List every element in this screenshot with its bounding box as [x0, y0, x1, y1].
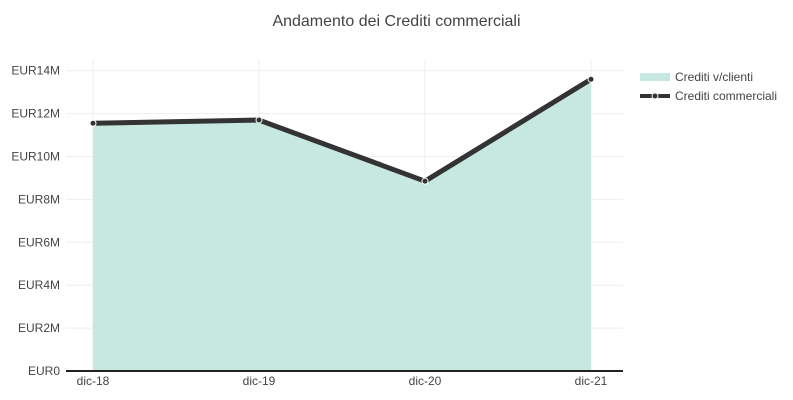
y-tick-label: EUR12M	[11, 107, 60, 121]
y-tick-label: EUR0	[28, 364, 60, 378]
y-tick-label: EUR2M	[18, 321, 60, 335]
line-point[interactable]	[587, 75, 595, 83]
y-tick-label: EUR10M	[11, 150, 60, 164]
area-series-crediti-vclienti	[93, 79, 591, 371]
x-tick-label: dic-21	[575, 374, 608, 388]
legend-item-area[interactable]: Crediti v/clienti	[640, 67, 777, 86]
legend-item-line[interactable]: Crediti commerciali	[640, 86, 777, 105]
x-tick-label: dic-18	[77, 374, 110, 388]
x-tick-label: dic-19	[243, 374, 276, 388]
line-series-crediti-commerciali	[90, 76, 594, 184]
y-tick-label: EUR4M	[18, 278, 60, 292]
chart-title: Andamento dei Crediti commerciali	[272, 13, 521, 30]
legend-label-line: Crediti commerciali	[675, 88, 778, 103]
y-tick-label: EUR14M	[11, 64, 60, 78]
legend-label-area: Crediti v/clienti	[675, 69, 754, 84]
line-legend-swatch	[640, 92, 670, 99]
line-point[interactable]	[255, 116, 263, 124]
line-layer	[89, 75, 595, 185]
line-point[interactable]	[421, 177, 429, 185]
legend[interactable]: Crediti v/clienti Crediti commerciali	[640, 67, 777, 105]
area-legend-swatch	[640, 72, 670, 81]
line-point[interactable]	[89, 119, 97, 127]
y-tick-label: EUR8M	[18, 192, 60, 206]
area-layer	[93, 79, 591, 371]
axis-layer: EUR0 EUR2M EUR4M EUR6M EUR8M EUR10M EUR12M EUR1…	[11, 64, 623, 388]
y-tick-label: EUR6M	[18, 235, 60, 249]
x-tick-label: dic-20	[409, 374, 442, 388]
